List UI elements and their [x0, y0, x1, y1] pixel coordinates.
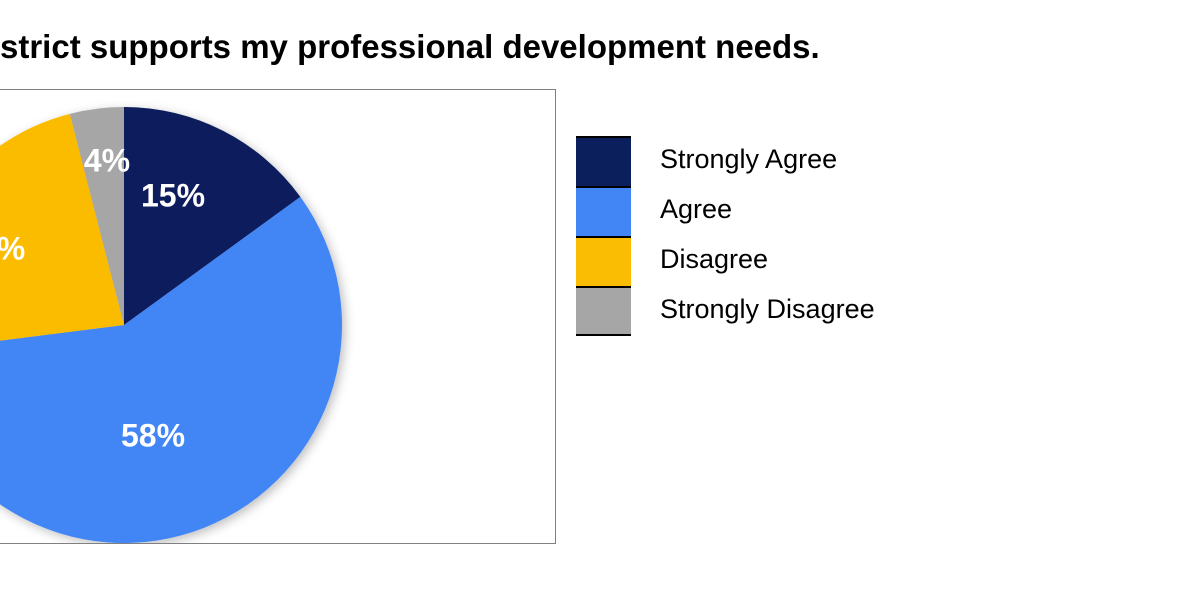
- slice-label-strongly-agree: 15%: [141, 177, 205, 213]
- legend-label: Agree: [660, 194, 733, 224]
- slice-label-strongly-disagree: 4%: [84, 142, 130, 178]
- pie-slices: [0, 107, 342, 543]
- plot-area: 15% 58%% 4%: [0, 89, 556, 544]
- pie-slice-strongly-disagree: [69, 107, 124, 325]
- slice-labels: 15% 58%% 4%: [0, 142, 205, 453]
- legend-label: Disagree: [660, 244, 769, 274]
- legend-label: Strongly Disagree: [660, 294, 875, 324]
- legend-swatch: [576, 286, 631, 336]
- slice-label-agree: 58%: [121, 417, 185, 453]
- chart-title: strict supports my professional developm…: [0, 28, 820, 65]
- pie-slice-strongly-agree: [124, 107, 301, 325]
- legend-swatch: [576, 236, 631, 286]
- legend-swatch: [576, 136, 631, 186]
- legend-swatch: [576, 186, 631, 236]
- pie-slice-disagree: [0, 113, 124, 341]
- pie-chart: 15% 58%% 4%: [0, 107, 342, 543]
- pie-slice-agree: [0, 196, 342, 543]
- slice-label-disagree: %: [0, 230, 25, 266]
- legend-label: Strongly Agree: [660, 144, 838, 174]
